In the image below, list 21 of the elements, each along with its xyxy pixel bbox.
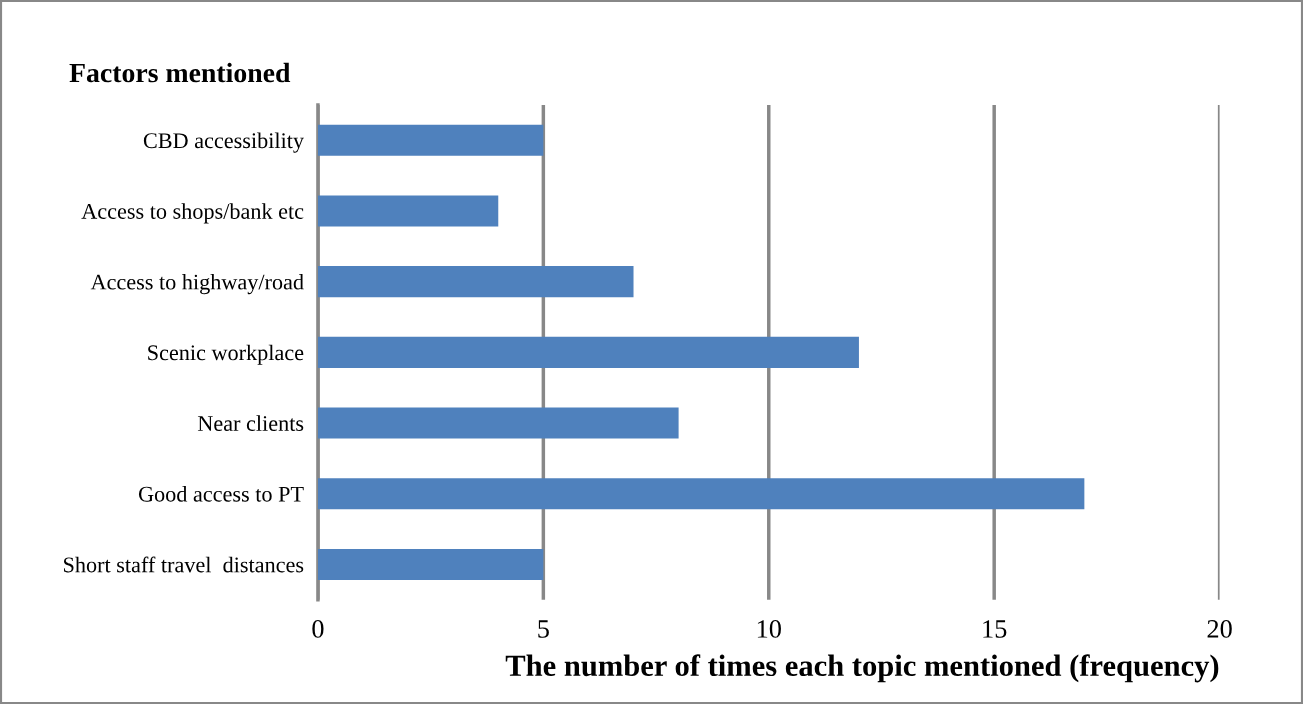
bar bbox=[317, 195, 499, 227]
y-tick-label: Good access to PT bbox=[138, 486, 304, 502]
bar bbox=[317, 266, 634, 298]
x-axis-title: The number of times each topic mentioned (frequency) bbox=[505, 654, 1219, 683]
y-tick-label: Near clients bbox=[197, 415, 304, 431]
bar bbox=[317, 407, 679, 439]
bar bbox=[317, 124, 544, 156]
y-tick-label: Short staff travel distances bbox=[64, 556, 304, 573]
bar bbox=[317, 336, 859, 368]
y-tick-label: Access to shops/bank etc bbox=[81, 203, 304, 224]
x-tick-label: 15 bbox=[983, 620, 1007, 638]
x-tick-label: 10 bbox=[757, 620, 781, 638]
bar bbox=[317, 478, 1085, 510]
y-tick-label: Access to highway/road bbox=[90, 273, 304, 295]
x-tick-label: 5 bbox=[538, 620, 549, 638]
x-tick-label: 0 bbox=[312, 620, 324, 638]
bar bbox=[317, 548, 544, 581]
y-tick-label: Scenic workplace bbox=[148, 344, 304, 365]
y-axis-title: Factors mentioned bbox=[69, 62, 291, 83]
y-tick-label: CBD accessibility bbox=[143, 132, 304, 153]
x-tick-label: 20 bbox=[1207, 620, 1232, 638]
